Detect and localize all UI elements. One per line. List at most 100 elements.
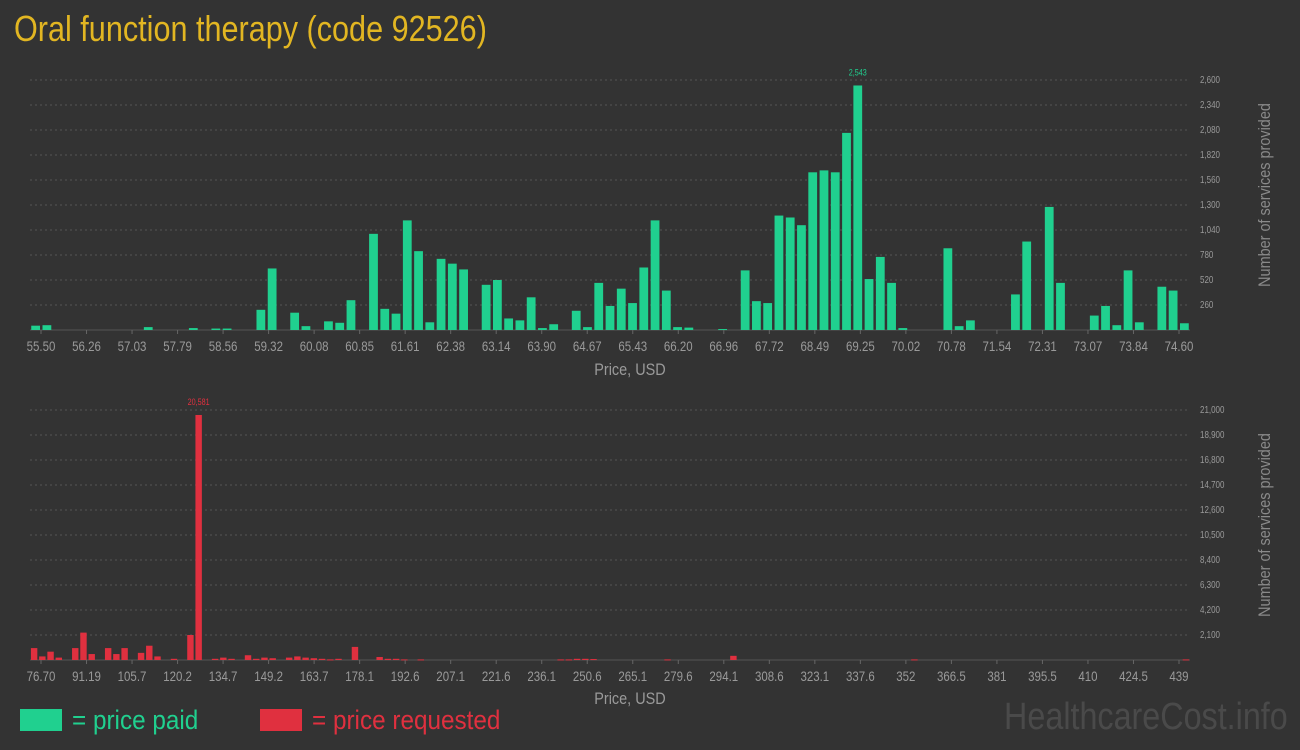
- bar: [730, 655, 737, 660]
- x-tick-label: 67.72: [755, 338, 784, 354]
- y-tick-label: 8,400: [1200, 554, 1220, 565]
- bar: [269, 658, 276, 660]
- bar: [1056, 282, 1065, 330]
- bar: [664, 659, 671, 661]
- x-tick-label: 57.79: [163, 338, 192, 354]
- x-tick-label: 73.84: [1119, 338, 1148, 354]
- bar: [72, 648, 79, 660]
- x-tick-label: 68.49: [800, 338, 829, 354]
- y-tick-label: 1,560: [1200, 174, 1220, 185]
- bar: [211, 658, 219, 660]
- y-tick-label: 2,080: [1200, 124, 1220, 135]
- legend: = price paid = price requested: [20, 704, 570, 736]
- bar: [740, 270, 750, 330]
- x-tick-label: 308.6: [755, 668, 784, 684]
- bar: [267, 268, 277, 330]
- y-tick-label: 1,040: [1200, 224, 1220, 235]
- bar: [954, 326, 964, 330]
- bar: [1101, 305, 1110, 330]
- x-tick-label: 63.14: [482, 338, 511, 354]
- bar: [763, 303, 773, 330]
- bar: [557, 659, 564, 661]
- bar: [222, 328, 232, 330]
- legend-item-requested: = price requested: [260, 705, 521, 736]
- bar: [121, 648, 128, 660]
- bar: [571, 310, 581, 330]
- bar: [582, 658, 589, 660]
- y-tick-label: 12,600: [1200, 504, 1224, 515]
- x-tick-label: 424.5: [1119, 668, 1148, 684]
- bar: [492, 280, 502, 330]
- bar: [583, 327, 592, 330]
- legend-label-paid: = price paid: [72, 704, 199, 735]
- bar: [47, 651, 54, 660]
- bar: [302, 657, 309, 660]
- x-tick-label: 366.5: [937, 668, 966, 684]
- x-tick-label: 120.2: [163, 668, 192, 684]
- bar: [31, 325, 41, 330]
- y-tick-label: 2,100: [1200, 629, 1220, 640]
- x-tick-label: 70.78: [937, 338, 966, 354]
- price-paid-chart: 260 520 780 1,040 1,300 1,560 1,820 2,080 2,340 2…: [27, 68, 1275, 380]
- bar: [842, 132, 851, 330]
- x-tick-label: 55.50: [27, 338, 56, 354]
- x-tick-label: 294.1: [709, 668, 738, 684]
- bar: [1168, 290, 1178, 330]
- bar: [605, 305, 615, 330]
- bar: [864, 279, 874, 330]
- peak-value-label: 20,581: [188, 397, 210, 407]
- bar: [875, 256, 885, 330]
- x-tick-label: 65.43: [618, 338, 647, 354]
- x-tick-label: 265.1: [618, 668, 647, 684]
- y-tick-label: 6,300: [1200, 579, 1220, 590]
- bar: [1022, 241, 1032, 330]
- bar: [1112, 325, 1122, 330]
- y-tick-label: 18,900: [1200, 429, 1224, 440]
- bar: [808, 172, 818, 330]
- bar: [401, 659, 408, 661]
- bar: [538, 328, 547, 330]
- bar: [384, 658, 392, 660]
- y-tick-label: 1,300: [1200, 199, 1220, 210]
- x-tick-label: 163.7: [300, 668, 329, 684]
- bar: [256, 309, 266, 330]
- bar: [143, 327, 153, 330]
- bar: [228, 658, 235, 660]
- x-tick-label: 439: [1169, 668, 1188, 684]
- bar: [414, 251, 423, 330]
- bar: [616, 288, 626, 330]
- bar: [137, 652, 145, 660]
- bar: [380, 308, 390, 330]
- bar: [1123, 270, 1133, 330]
- bar: [80, 632, 87, 660]
- bar: [285, 657, 293, 660]
- bar: [391, 313, 401, 330]
- bar: [417, 659, 424, 661]
- watermark: HealthcareCost.info: [1004, 696, 1288, 738]
- x-tick-label: 178.1: [345, 668, 374, 684]
- bar: [195, 414, 202, 660]
- bar: [402, 220, 412, 330]
- bar: [1134, 322, 1144, 330]
- y-tick-label: 2,600: [1200, 74, 1220, 85]
- x-tick-label: 57.03: [118, 338, 147, 354]
- y-tick-label: 4,200: [1200, 604, 1220, 615]
- bar: [211, 328, 221, 330]
- bar: [30, 648, 38, 660]
- x-tick-label: 395.5: [1028, 668, 1057, 684]
- bar: [785, 217, 795, 330]
- gridlines: [30, 409, 1190, 636]
- bar: [853, 85, 863, 330]
- y-tick-label: 10,500: [1200, 529, 1224, 540]
- x-tick-label: 71.54: [983, 338, 1012, 354]
- x-tick-label: 62.38: [436, 338, 465, 354]
- peak-value-label: 2,543: [849, 68, 867, 78]
- legend-item-paid: = price paid: [20, 705, 212, 736]
- bar: [170, 658, 178, 660]
- x-tick-label: 66.20: [664, 338, 693, 354]
- bar: [650, 220, 660, 330]
- bar: [351, 646, 359, 660]
- bar: [887, 282, 896, 330]
- x-tick-label: 192.6: [391, 668, 420, 684]
- x-tick-label: 60.08: [300, 338, 329, 354]
